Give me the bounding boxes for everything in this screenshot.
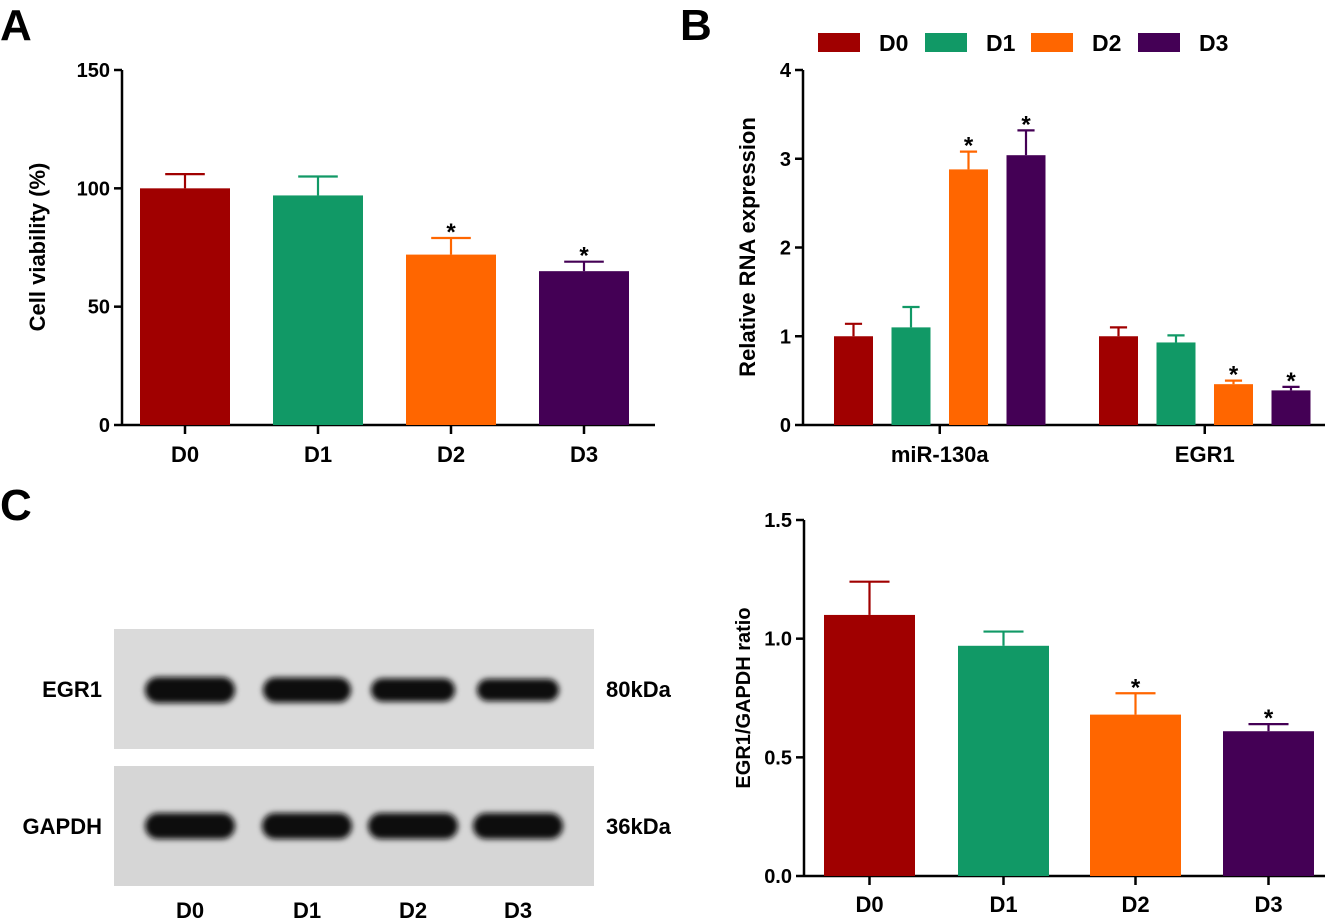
chart-b-significance: * xyxy=(1229,362,1239,389)
chart-a-ylabel: Cell viability (%) xyxy=(25,163,50,332)
chart-a-category-label: D0 xyxy=(171,442,199,467)
chart-a-ytick-label: 150 xyxy=(77,60,110,82)
chart-b-bar xyxy=(834,336,873,425)
blot-band-gapdh xyxy=(145,813,235,839)
western-blot: EGR1 GAPDH 80kDa 36kDa D0 D1 D2 D3 xyxy=(23,629,672,923)
blot-size-gapdh: 36kDa xyxy=(606,814,672,839)
chart-c-ylabel: EGR1/GAPDH ratio xyxy=(733,607,755,788)
chart-a-bar xyxy=(539,271,629,425)
chart-c-bar xyxy=(1223,731,1314,876)
chart-c-bar xyxy=(958,645,1049,876)
chart-b-significance: * xyxy=(1021,111,1031,138)
panel-letter-b: B xyxy=(680,1,712,50)
chart-c-ytick-label: 1.0 xyxy=(764,629,792,651)
chart-c-significance: * xyxy=(1131,674,1141,701)
chart-b-ylabel: Relative RNA expression xyxy=(735,117,760,377)
chart-a-category-label: D2 xyxy=(437,442,465,467)
blot-band-egr1 xyxy=(476,678,560,702)
legend-label: D3 xyxy=(1199,30,1228,56)
chart-c-significance: * xyxy=(1264,705,1274,732)
chart-a-bar xyxy=(140,188,230,425)
chart-c-ytick-label: 0.5 xyxy=(764,747,792,769)
chart-b-ytick-label: 4 xyxy=(780,60,792,82)
chart-c-category-label: D0 xyxy=(855,892,883,917)
chart-b-relative-rna-expression: Relative RNA expression D0 D1 D2 D3 0 1 2 3 4 * *… xyxy=(735,30,1325,467)
chart-b-bar xyxy=(1271,390,1311,425)
chart-c-bar xyxy=(1090,714,1181,876)
chart-a-significance: * xyxy=(446,219,456,246)
chart-a-ytick-label: 100 xyxy=(77,178,110,200)
chart-b-significance: * xyxy=(964,133,974,160)
blot-size-egr1: 80kDa xyxy=(606,677,672,702)
legend: D0 D1 D2 D3 xyxy=(818,30,1228,56)
legend-swatch xyxy=(1138,33,1180,52)
chart-b-bar xyxy=(1099,336,1138,425)
chart-a-ytick-label: 50 xyxy=(88,297,110,319)
legend-swatch xyxy=(925,33,967,52)
legend-swatch xyxy=(818,33,860,52)
chart-a-bar xyxy=(406,254,496,425)
legend-label: D0 xyxy=(879,30,908,56)
chart-a-cell-viability: Cell viability (%) 0 50 100 150 D0 D1 * D2 * D3 xyxy=(25,60,655,467)
blot-band-gapdh xyxy=(262,813,352,839)
panel-letter-a: A xyxy=(0,1,32,50)
blot-lane-label: D3 xyxy=(504,898,532,923)
chart-a-significance: * xyxy=(579,243,589,270)
blot-label-egr1: EGR1 xyxy=(42,677,102,702)
chart-b-ytick-label: 3 xyxy=(780,149,791,171)
chart-b-bar xyxy=(891,327,931,425)
chart-b-category-label: miR-130a xyxy=(891,442,990,467)
chart-b-bar xyxy=(949,169,988,425)
chart-a-category-label: D3 xyxy=(570,442,598,467)
blot-band-egr1 xyxy=(145,677,235,703)
legend-label: D2 xyxy=(1092,30,1121,56)
blot-band-egr1 xyxy=(370,678,456,702)
chart-a-bar xyxy=(273,195,363,425)
legend-label: D1 xyxy=(986,30,1016,56)
chart-b-bar xyxy=(1006,155,1046,425)
chart-b-bar xyxy=(1214,384,1253,425)
chart-b-significance: * xyxy=(1286,368,1296,395)
chart-c-ytick-label: 0.0 xyxy=(764,866,792,888)
blot-lane-label: D1 xyxy=(293,898,321,923)
blot-lane-label: D0 xyxy=(176,898,204,923)
chart-c-category-label: D3 xyxy=(1254,892,1282,917)
legend-swatch xyxy=(1031,33,1073,52)
blot-lane-label: D2 xyxy=(399,898,427,923)
chart-b-category-label: EGR1 xyxy=(1175,442,1235,467)
chart-b-bar xyxy=(1156,342,1196,425)
blot-band-egr1 xyxy=(262,677,352,703)
blot-label-gapdh: GAPDH xyxy=(23,814,102,839)
chart-c-egr1-gapdh-ratio: EGR1/GAPDH ratio 0.0 0.5 1.0 1.5 D0 D1 * D2 * D3 xyxy=(733,510,1325,917)
chart-b-ytick-label: 0 xyxy=(780,415,791,437)
chart-b-ytick-label: 2 xyxy=(780,238,791,260)
blot-band-gapdh xyxy=(368,813,458,839)
chart-c-ytick-label: 1.5 xyxy=(764,510,792,532)
chart-c-category-label: D2 xyxy=(1121,892,1149,917)
chart-b-ytick-label: 1 xyxy=(780,326,791,348)
chart-a-ytick-label: 0 xyxy=(99,415,110,437)
blot-band-gapdh xyxy=(473,813,563,839)
chart-c-category-label: D1 xyxy=(989,892,1017,917)
chart-c-bar xyxy=(824,614,915,876)
panel-letter-c: C xyxy=(0,481,32,530)
chart-a-category-label: D1 xyxy=(304,442,332,467)
